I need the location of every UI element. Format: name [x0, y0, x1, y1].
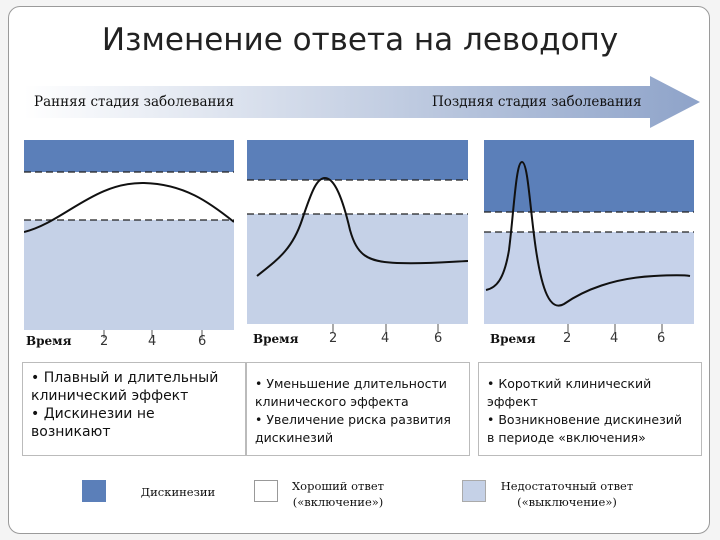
disease-progression-arrow [24, 76, 700, 128]
dyskinesia-zone [247, 140, 468, 180]
page-title: Изменение ответа на леводопу [101, 22, 619, 58]
x-axis-label: Время [490, 332, 536, 346]
x-tick: 6 [657, 331, 666, 346]
x-tick: 2 [329, 331, 338, 346]
x-tick: 4 [381, 331, 390, 346]
note-text: • Возникновение дискинезий в периоде «вк… [487, 412, 682, 445]
x-tick: 4 [148, 334, 157, 349]
x-tick: 2 [100, 334, 109, 349]
x-axis-label: Время [26, 334, 72, 348]
stage-late-label: Поздняя стадия заболевания [432, 94, 642, 110]
response-chart-late [484, 140, 694, 324]
note-box-middle: • Уменьшение длительности клинического э… [246, 362, 470, 456]
legend-label-good-on: Хороший ответ («включение») [292, 479, 384, 509]
response-chart-early [24, 140, 234, 330]
dyskinesia-zone [24, 140, 234, 172]
x-tick: 6 [434, 331, 443, 346]
response-curve [256, 176, 468, 277]
x-tick: 4 [610, 331, 619, 346]
x-axis-late [567, 324, 663, 332]
note-text: • Короткий клинический эффект [487, 376, 652, 409]
x-axis-middle [332, 324, 439, 332]
on-zone [247, 180, 468, 214]
note-text: • Уменьшение длительности клинического э… [255, 376, 447, 409]
response-curve [485, 160, 691, 307]
note-text: • Плавный и длительный клинический эффек… [31, 370, 219, 404]
on-zone [24, 172, 234, 220]
x-axis-early [103, 330, 203, 338]
dyskinesia-zone [484, 140, 694, 212]
note-text: • Дискинезии не возникают [31, 406, 155, 440]
stage-early-label: Ранняя стадия заболевания [34, 94, 235, 110]
x-tick: 2 [563, 331, 572, 346]
x-axis-label: Время [253, 332, 299, 346]
on-zone [484, 212, 694, 232]
legend-swatch-good-on [254, 480, 278, 502]
response-chart-middle [247, 140, 468, 324]
legend-label-dyskinesia: Дискинезии [140, 485, 216, 499]
x-tick: 6 [198, 334, 207, 349]
note-box-early: • Плавный и длительный клинический эффек… [22, 362, 246, 456]
note-text: • Увеличение риска развития дискинезий [255, 412, 451, 445]
legend-swatch-dyskinesia [82, 480, 106, 502]
response-curve [24, 181, 234, 233]
legend-label-off: Недостаточный ответ («выключение») [500, 479, 634, 509]
legend-swatch-off [462, 480, 486, 502]
note-box-late: • Короткий клинический эффект • Возникно… [478, 362, 702, 456]
